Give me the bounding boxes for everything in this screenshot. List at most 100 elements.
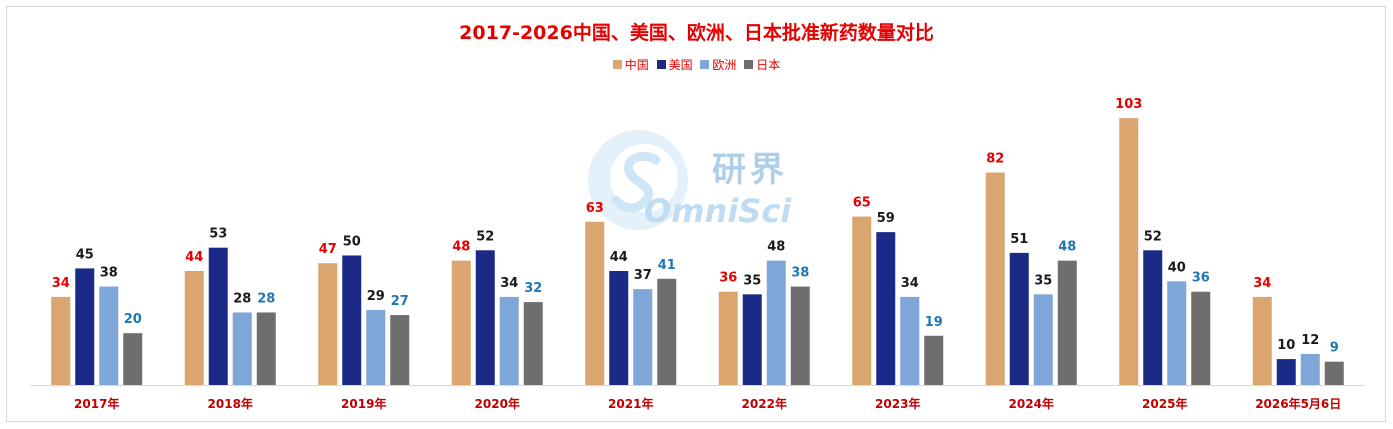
- data-label-china: 36: [719, 271, 737, 286]
- x-tick-label: 2025年: [1142, 396, 1187, 411]
- bar-china: [1119, 118, 1139, 386]
- legend-swatch-china: [612, 60, 622, 69]
- bar-europe: [1300, 353, 1320, 385]
- bar-china: [451, 260, 471, 385]
- data-label-china: 65: [853, 196, 871, 211]
- bar-europe: [633, 289, 653, 385]
- legend-item-usa: 美国: [656, 56, 693, 73]
- legend-item-japan: 日本: [744, 56, 780, 73]
- data-label-europe: 37: [634, 268, 652, 283]
- data-label-japan: 38: [791, 266, 809, 281]
- bar-usa: [75, 268, 95, 385]
- data-label-china: 103: [1115, 97, 1142, 112]
- x-tick-label: 2021年: [608, 396, 653, 411]
- bar-usa: [742, 294, 762, 385]
- bar-europe: [766, 260, 786, 385]
- legend-swatch-japan: [744, 60, 754, 69]
- bar-japan: [1191, 291, 1211, 385]
- data-label-usa: 10: [1277, 338, 1295, 353]
- data-label-japan: 20: [124, 312, 142, 327]
- data-label-usa: 44: [610, 250, 628, 265]
- bar-japan: [790, 286, 810, 385]
- bar-usa: [208, 247, 228, 385]
- data-label-china: 44: [185, 250, 203, 265]
- bar-europe: [99, 286, 119, 385]
- data-label-japan: 36: [1192, 271, 1210, 286]
- x-tick-label: 2026年5月6日: [1255, 396, 1341, 411]
- legend-item-europe: 欧洲: [700, 56, 736, 73]
- bar-china: [852, 216, 872, 385]
- legend-label-europe: 欧洲: [712, 58, 737, 72]
- bar-china: [585, 221, 605, 385]
- bar-china: [184, 271, 204, 385]
- bar-europe: [1033, 294, 1053, 385]
- x-tick-label: 2023年: [875, 396, 920, 411]
- bar-japan: [1324, 361, 1344, 385]
- data-label-usa: 53: [209, 227, 227, 242]
- x-tick-label: 2018年: [208, 396, 253, 411]
- x-tick-label: 2020年: [475, 396, 520, 411]
- data-label-japan: 41: [658, 258, 676, 273]
- x-tick-label: 2024年: [1009, 396, 1054, 411]
- data-label-europe: 12: [1301, 333, 1319, 348]
- watermark-cn-text: 研界: [712, 150, 788, 190]
- bar-china: [51, 296, 71, 385]
- data-label-japan: 28: [257, 291, 275, 306]
- data-label-europe: 40: [1168, 260, 1186, 275]
- data-label-europe: 29: [367, 289, 385, 304]
- x-tick-label: 2017年: [74, 396, 119, 411]
- legend-label-japan: 日本: [756, 58, 781, 72]
- data-label-china: 47: [319, 242, 337, 257]
- legend-label-usa: 美国: [668, 58, 693, 72]
- legend-label-china: 中国: [624, 58, 649, 72]
- data-label-europe: 48: [767, 240, 785, 255]
- bar-japan: [1057, 260, 1077, 385]
- bar-usa: [876, 232, 896, 385]
- legend-swatch-usa: [656, 60, 666, 69]
- x-tick-label: 2022年: [742, 396, 787, 411]
- data-label-japan: 27: [391, 294, 409, 309]
- chart-legend: 中国 美国 欧洲 日本: [0, 56, 1393, 73]
- bar-europe: [499, 296, 519, 385]
- data-label-japan: 9: [1330, 341, 1339, 356]
- bar-europe: [900, 296, 920, 385]
- data-label-japan: 48: [1058, 240, 1076, 255]
- bar-europe: [232, 312, 252, 385]
- data-label-japan: 19: [925, 315, 943, 330]
- bar-japan: [256, 312, 276, 385]
- x-tick-label: 2019年: [341, 396, 386, 411]
- data-label-europe: 34: [500, 276, 518, 291]
- bar-usa: [1276, 359, 1296, 385]
- data-label-usa: 35: [743, 273, 761, 288]
- bar-china: [718, 291, 738, 385]
- bar-china: [1252, 296, 1272, 385]
- legend-item-china: 中国: [612, 56, 649, 73]
- bar-japan: [523, 302, 543, 385]
- bar-europe: [366, 309, 386, 385]
- bar-china: [985, 172, 1005, 385]
- bar-usa: [609, 271, 629, 385]
- data-label-usa: 52: [476, 229, 494, 244]
- bar-usa: [475, 250, 495, 385]
- chart-title: 2017-2026中国、美国、欧洲、日本批准新药数量对比: [459, 22, 934, 44]
- data-label-japan: 32: [524, 281, 542, 296]
- bar-japan: [390, 315, 410, 385]
- data-label-china: 34: [1253, 276, 1271, 291]
- omnisci-logo-icon: [588, 130, 688, 230]
- data-label-europe: 38: [100, 266, 118, 281]
- data-label-europe: 35: [1034, 273, 1052, 288]
- data-label-usa: 45: [76, 247, 94, 262]
- bar-usa: [342, 255, 362, 385]
- bar-europe: [1167, 281, 1187, 385]
- data-label-europe: 28: [233, 291, 251, 306]
- data-label-usa: 50: [343, 234, 361, 249]
- bar-china: [318, 263, 338, 385]
- data-label-china: 63: [586, 201, 604, 216]
- bar-japan: [924, 335, 944, 385]
- data-label-china: 34: [52, 276, 70, 291]
- bar-usa: [1009, 252, 1029, 385]
- bar-japan: [123, 333, 143, 385]
- data-label-china: 82: [986, 152, 1004, 167]
- bar-usa: [1143, 250, 1163, 385]
- watermark-en-text: OmniSci: [644, 192, 792, 230]
